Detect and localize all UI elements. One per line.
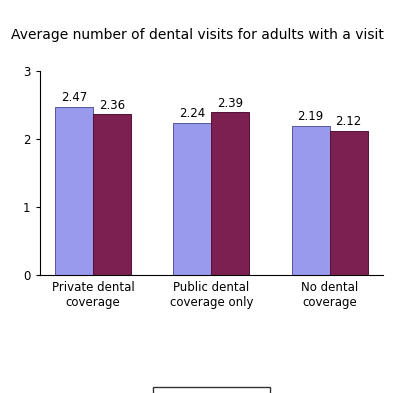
Text: Average number of dental visits for adults with a visit: Average number of dental visits for adul… bbox=[11, 28, 384, 42]
Text: 2.39: 2.39 bbox=[217, 97, 243, 110]
Text: 2.19: 2.19 bbox=[297, 110, 324, 123]
Bar bbox=[55, 107, 93, 275]
Bar bbox=[93, 114, 131, 275]
Bar bbox=[173, 123, 211, 275]
Text: 2.24: 2.24 bbox=[179, 107, 205, 120]
Bar bbox=[211, 112, 249, 275]
Bar bbox=[292, 126, 330, 275]
Text: 2.12: 2.12 bbox=[335, 115, 362, 128]
Text: 2.47: 2.47 bbox=[61, 91, 87, 104]
Text: 2.36: 2.36 bbox=[99, 99, 125, 112]
Legend: 1996, 2004: 1996, 2004 bbox=[153, 387, 269, 393]
Bar bbox=[330, 131, 367, 275]
